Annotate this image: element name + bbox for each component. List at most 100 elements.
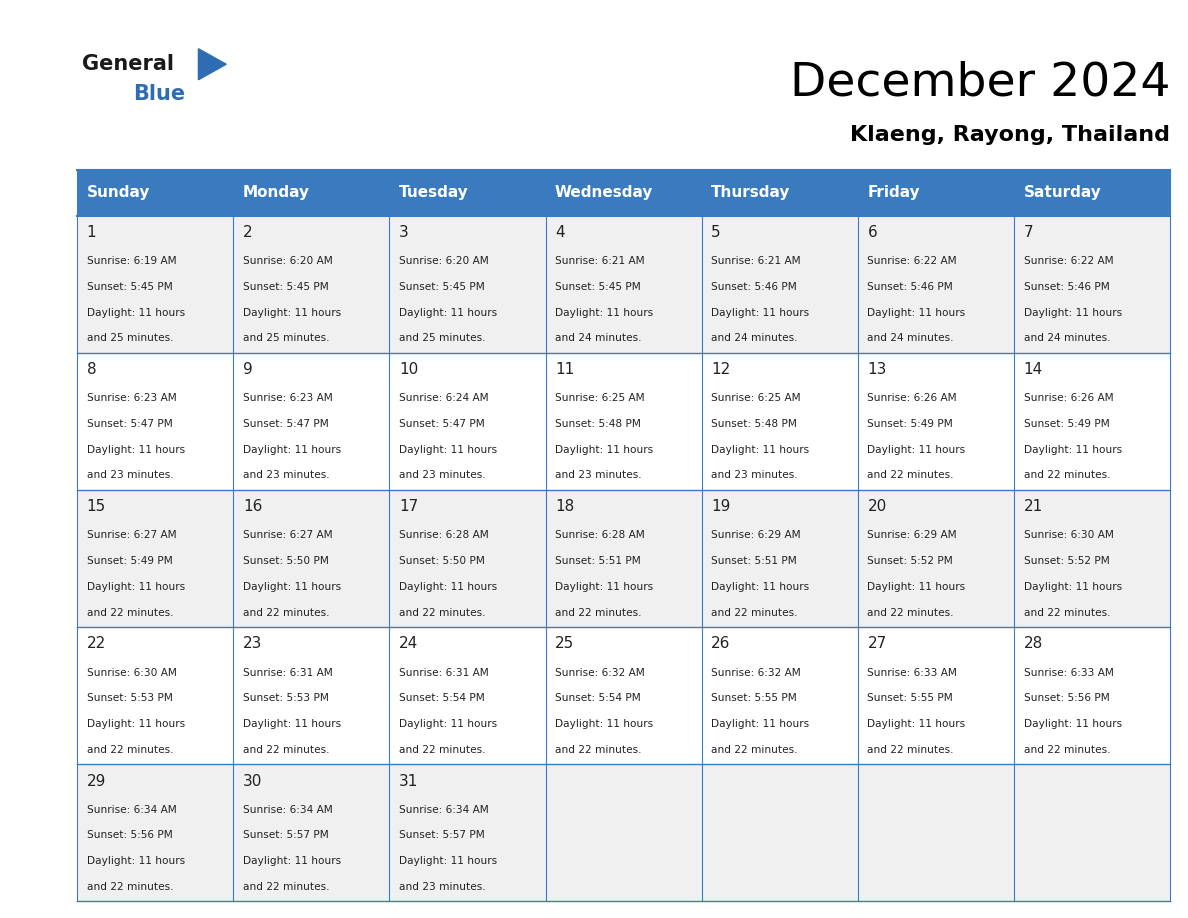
Bar: [233, 490, 390, 627]
Bar: [702, 765, 858, 901]
Text: Sunset: 5:49 PM: Sunset: 5:49 PM: [87, 556, 172, 566]
Text: 10: 10: [399, 362, 418, 377]
Text: 20: 20: [867, 499, 886, 514]
Text: and 23 minutes.: and 23 minutes.: [555, 470, 642, 480]
Text: Sunrise: 6:22 AM: Sunrise: 6:22 AM: [1024, 256, 1113, 266]
Text: and 22 minutes.: and 22 minutes.: [399, 744, 486, 755]
Text: Sunrise: 6:32 AM: Sunrise: 6:32 AM: [555, 667, 645, 677]
Text: Sunset: 5:57 PM: Sunset: 5:57 PM: [242, 831, 329, 840]
Text: 7: 7: [1024, 225, 1034, 240]
Text: Sunrise: 6:26 AM: Sunrise: 6:26 AM: [1024, 393, 1113, 403]
Text: 29: 29: [87, 774, 106, 789]
Text: Daylight: 11 hours: Daylight: 11 hours: [242, 444, 341, 454]
Text: Daylight: 11 hours: Daylight: 11 hours: [712, 582, 809, 592]
Polygon shape: [198, 49, 226, 80]
Text: Sunrise: 6:20 AM: Sunrise: 6:20 AM: [242, 256, 333, 266]
Text: Daylight: 11 hours: Daylight: 11 hours: [87, 582, 185, 592]
Bar: [545, 353, 702, 490]
Text: Sunrise: 6:21 AM: Sunrise: 6:21 AM: [712, 256, 801, 266]
Text: Sunrise: 6:29 AM: Sunrise: 6:29 AM: [867, 531, 958, 541]
Text: Sunset: 5:53 PM: Sunset: 5:53 PM: [242, 693, 329, 703]
Text: and 23 minutes.: and 23 minutes.: [712, 470, 798, 480]
Text: 9: 9: [242, 362, 253, 377]
Bar: [77, 765, 233, 901]
Text: Daylight: 11 hours: Daylight: 11 hours: [242, 856, 341, 866]
Text: Sunset: 5:56 PM: Sunset: 5:56 PM: [1024, 693, 1110, 703]
Text: and 23 minutes.: and 23 minutes.: [242, 470, 329, 480]
Text: Daylight: 11 hours: Daylight: 11 hours: [867, 719, 966, 729]
Text: Sunset: 5:45 PM: Sunset: 5:45 PM: [242, 282, 329, 292]
Text: Daylight: 11 hours: Daylight: 11 hours: [555, 444, 653, 454]
Text: Sunrise: 6:31 AM: Sunrise: 6:31 AM: [399, 667, 488, 677]
Text: 24: 24: [399, 636, 418, 652]
Text: and 25 minutes.: and 25 minutes.: [399, 333, 486, 343]
Bar: [858, 216, 1015, 353]
Text: Sunrise: 6:34 AM: Sunrise: 6:34 AM: [242, 805, 333, 814]
Text: 8: 8: [87, 362, 96, 377]
Text: Sunset: 5:46 PM: Sunset: 5:46 PM: [712, 282, 797, 292]
Text: Daylight: 11 hours: Daylight: 11 hours: [555, 582, 653, 592]
Text: Daylight: 11 hours: Daylight: 11 hours: [87, 856, 185, 866]
Text: Sunrise: 6:19 AM: Sunrise: 6:19 AM: [87, 256, 176, 266]
Text: Sunrise: 6:22 AM: Sunrise: 6:22 AM: [867, 256, 958, 266]
Text: 30: 30: [242, 774, 263, 789]
Text: Sunset: 5:54 PM: Sunset: 5:54 PM: [399, 693, 485, 703]
Text: and 22 minutes.: and 22 minutes.: [867, 470, 954, 480]
Bar: [702, 216, 858, 353]
Text: Sunrise: 6:29 AM: Sunrise: 6:29 AM: [712, 531, 801, 541]
Text: Daylight: 11 hours: Daylight: 11 hours: [399, 582, 497, 592]
Text: Daylight: 11 hours: Daylight: 11 hours: [87, 444, 185, 454]
Text: and 22 minutes.: and 22 minutes.: [1024, 608, 1110, 618]
Text: Daylight: 11 hours: Daylight: 11 hours: [1024, 308, 1121, 318]
Text: and 22 minutes.: and 22 minutes.: [242, 882, 329, 891]
Text: 14: 14: [1024, 362, 1043, 377]
Text: Sunset: 5:45 PM: Sunset: 5:45 PM: [555, 282, 640, 292]
Text: Sunrise: 6:23 AM: Sunrise: 6:23 AM: [87, 393, 177, 403]
Text: Sunset: 5:54 PM: Sunset: 5:54 PM: [555, 693, 640, 703]
Bar: [390, 627, 545, 765]
Text: Sunrise: 6:31 AM: Sunrise: 6:31 AM: [242, 667, 333, 677]
Text: Daylight: 11 hours: Daylight: 11 hours: [712, 308, 809, 318]
Text: Sunrise: 6:26 AM: Sunrise: 6:26 AM: [867, 393, 958, 403]
Text: General: General: [82, 54, 173, 74]
Text: Sunrise: 6:28 AM: Sunrise: 6:28 AM: [399, 531, 488, 541]
Text: Daylight: 11 hours: Daylight: 11 hours: [399, 444, 497, 454]
Text: Sunrise: 6:21 AM: Sunrise: 6:21 AM: [555, 256, 645, 266]
Text: 13: 13: [867, 362, 886, 377]
Bar: [77, 353, 233, 490]
Text: and 22 minutes.: and 22 minutes.: [712, 744, 798, 755]
Bar: [77, 170, 1170, 216]
Bar: [545, 216, 702, 353]
Text: Daylight: 11 hours: Daylight: 11 hours: [399, 719, 497, 729]
Text: Daylight: 11 hours: Daylight: 11 hours: [555, 719, 653, 729]
Text: and 22 minutes.: and 22 minutes.: [242, 608, 329, 618]
Text: Daylight: 11 hours: Daylight: 11 hours: [867, 582, 966, 592]
Text: Sunset: 5:56 PM: Sunset: 5:56 PM: [87, 831, 172, 840]
Text: Sunset: 5:47 PM: Sunset: 5:47 PM: [399, 419, 485, 429]
Bar: [702, 627, 858, 765]
Text: Sunset: 5:55 PM: Sunset: 5:55 PM: [867, 693, 953, 703]
Text: Daylight: 11 hours: Daylight: 11 hours: [242, 719, 341, 729]
Text: Sunset: 5:55 PM: Sunset: 5:55 PM: [712, 693, 797, 703]
Text: Sunrise: 6:33 AM: Sunrise: 6:33 AM: [867, 667, 958, 677]
Text: 1: 1: [87, 225, 96, 240]
Text: and 22 minutes.: and 22 minutes.: [399, 608, 486, 618]
Text: Sunrise: 6:30 AM: Sunrise: 6:30 AM: [87, 667, 177, 677]
Text: and 22 minutes.: and 22 minutes.: [87, 744, 173, 755]
Text: 23: 23: [242, 636, 263, 652]
Text: Sunset: 5:53 PM: Sunset: 5:53 PM: [87, 693, 172, 703]
Bar: [77, 490, 233, 627]
Text: Sunrise: 6:24 AM: Sunrise: 6:24 AM: [399, 393, 488, 403]
Text: Daylight: 11 hours: Daylight: 11 hours: [87, 719, 185, 729]
Text: and 24 minutes.: and 24 minutes.: [867, 333, 954, 343]
Bar: [702, 353, 858, 490]
Text: Blue: Blue: [133, 84, 185, 104]
Text: Sunset: 5:50 PM: Sunset: 5:50 PM: [399, 556, 485, 566]
Bar: [233, 216, 390, 353]
Bar: [1015, 765, 1170, 901]
Text: Sunset: 5:45 PM: Sunset: 5:45 PM: [87, 282, 172, 292]
Bar: [1015, 627, 1170, 765]
Text: Sunrise: 6:28 AM: Sunrise: 6:28 AM: [555, 531, 645, 541]
Bar: [1015, 216, 1170, 353]
Bar: [390, 490, 545, 627]
